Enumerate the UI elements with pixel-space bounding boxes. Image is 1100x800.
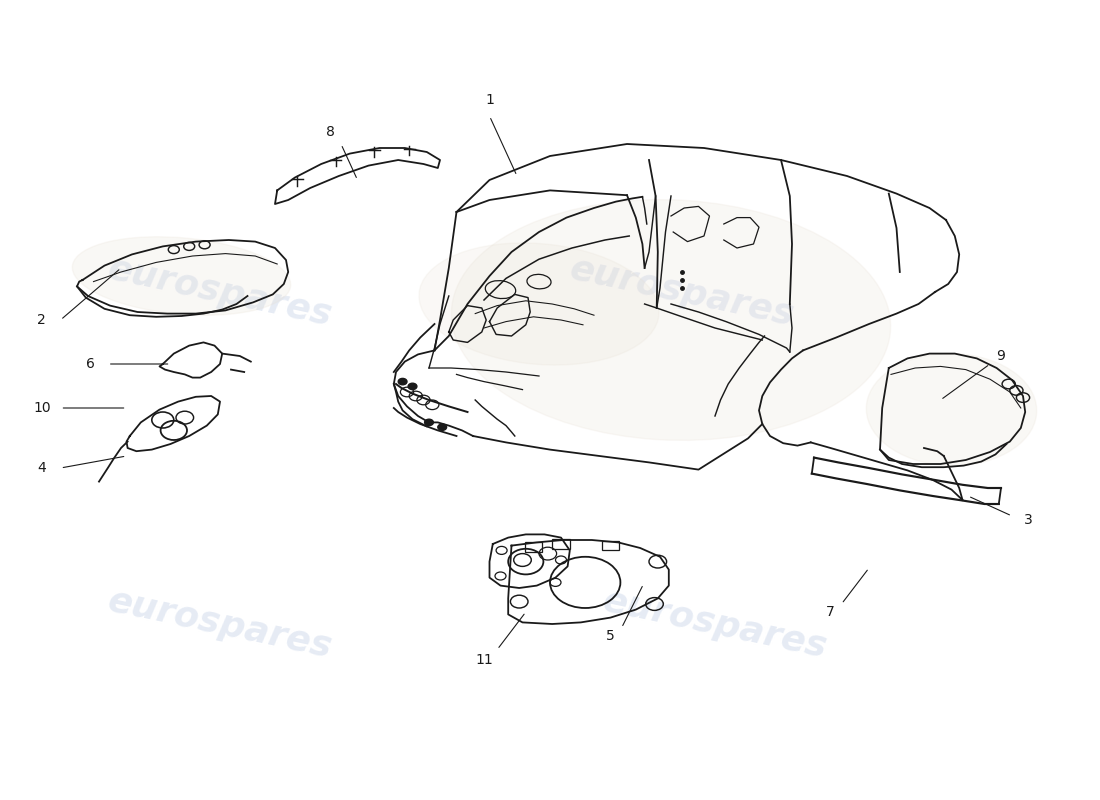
Text: eurospares: eurospares — [566, 252, 798, 332]
Text: 6: 6 — [86, 357, 95, 371]
Text: 1: 1 — [485, 93, 494, 107]
Text: 3: 3 — [1024, 513, 1033, 527]
Text: 9: 9 — [997, 349, 1005, 363]
Ellipse shape — [451, 200, 891, 440]
Text: eurospares: eurospares — [600, 584, 830, 664]
Circle shape — [438, 424, 447, 430]
Text: 8: 8 — [326, 125, 334, 139]
Circle shape — [398, 378, 407, 385]
Circle shape — [408, 383, 417, 390]
Text: 7: 7 — [826, 605, 835, 619]
Bar — [552, 539, 570, 549]
Text: 5: 5 — [606, 629, 615, 643]
Ellipse shape — [73, 237, 290, 315]
Text: 11: 11 — [475, 653, 493, 667]
Text: eurospares: eurospares — [104, 584, 336, 664]
Text: eurospares: eurospares — [104, 252, 336, 332]
Text: 4: 4 — [37, 461, 46, 475]
Ellipse shape — [419, 243, 659, 365]
Bar — [525, 542, 542, 552]
Circle shape — [425, 419, 433, 426]
Bar — [602, 541, 619, 550]
Text: 10: 10 — [33, 401, 51, 415]
Text: 2: 2 — [37, 313, 46, 327]
Ellipse shape — [867, 354, 1036, 466]
